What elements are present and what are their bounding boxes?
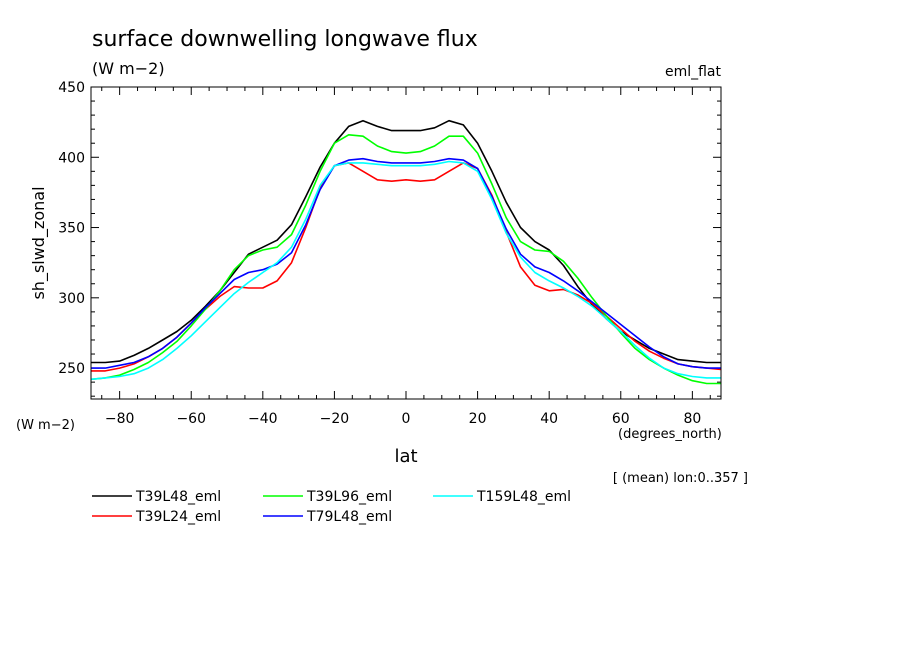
y-axis-label: sh_slwd_zonal [29, 186, 49, 299]
legend-label: T39L48_eml [135, 489, 221, 505]
legend: T39L48_eml T39L24_eml T39L96_eml T79L48_eml… [92, 489, 571, 525]
x-tick-label: 40 [540, 411, 558, 427]
series-line [90, 134, 721, 385]
chart-title: surface downwelling longwave flux [92, 27, 478, 52]
x-axis-label: lat [394, 446, 417, 467]
y-tick-label: 250 [58, 361, 85, 377]
y-tick-label: 400 [58, 150, 85, 166]
averaging-note: [ (mean) lon:0..357 ] [613, 471, 748, 486]
x-tick-label: −80 [105, 411, 135, 427]
plot-area: −80 −60 −40 −20 0 20 40 60 80 250 300 350 400 450 [58, 80, 721, 427]
x-axis-units: (degrees_north) [618, 427, 722, 442]
x-tick-label: 80 [683, 411, 701, 427]
y-tick-label: 300 [58, 291, 85, 307]
legend-label: T39L24_eml [135, 509, 221, 525]
plot-frame [90, 86, 722, 400]
dataset-label: eml_flat [665, 64, 722, 80]
legend-label: T159L48_eml [476, 489, 571, 505]
x-tick-label: −40 [248, 411, 278, 427]
y-axis-units: (W m−2) [16, 418, 75, 433]
series-line [91, 157, 721, 369]
x-tick-label: 60 [612, 411, 630, 427]
chart-title-units: (W m−2) [92, 59, 165, 78]
series-lines [90, 119, 722, 385]
x-tick-label: −20 [320, 411, 350, 427]
series-line [90, 160, 721, 381]
y-tick-label: 450 [58, 80, 85, 96]
legend-label: T79L48_eml [306, 509, 392, 525]
y-tick-label: 350 [58, 221, 85, 237]
x-tick-label: 20 [469, 411, 487, 427]
x-tick-label: −60 [176, 411, 206, 427]
series-line [91, 119, 721, 364]
x-tick-label: 0 [402, 411, 411, 427]
legend-label: T39L96_eml [306, 489, 392, 505]
